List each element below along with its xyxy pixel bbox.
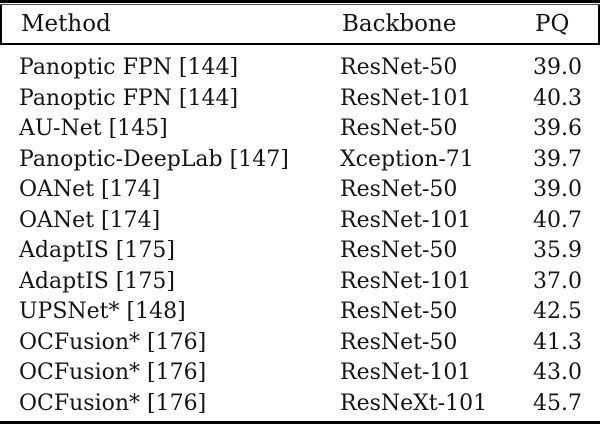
backbone-cell: ResNet-50	[340, 177, 458, 203]
pq-cell: 35.9	[533, 238, 582, 264]
backbone-cell: ResNet-101	[340, 207, 472, 233]
backbone-cell: ResNet-50	[340, 238, 458, 264]
pq-cell: 39.6	[533, 116, 582, 142]
backbone-cell: ResNet-50	[340, 299, 458, 325]
table-row: OCFusion* [176] ResNet-101 43.0	[0, 358, 600, 388]
column-header-pq: PQ	[535, 11, 570, 37]
backbone-cell: ResNet-50	[340, 55, 458, 81]
backbone-cell: Xception-71	[340, 146, 474, 172]
backbone-cell: ResNeXt-101	[340, 390, 488, 416]
pq-cell: 39.0	[533, 55, 582, 81]
table-row: AU-Net [145] ResNet-50 39.6	[0, 114, 600, 144]
table-row: AdaptIS [175] ResNet-101 37.0	[0, 267, 600, 297]
method-cell: OCFusion* [176]	[19, 360, 207, 386]
pq-cell: 39.0	[533, 177, 582, 203]
table-top-rule-thick	[0, 0, 600, 3]
pq-cell: 45.7	[533, 390, 582, 416]
table-header-separator-rule	[0, 43, 600, 45]
table-top-rule-thin	[0, 4, 600, 5]
table-bottom-rule	[0, 421, 600, 424]
method-cell: OCFusion* [176]	[19, 390, 207, 416]
backbone-cell: ResNet-101	[340, 85, 472, 111]
pq-cell: 39.7	[533, 146, 582, 172]
table-row: AdaptIS [175] ResNet-50 35.9	[0, 236, 600, 266]
table-row: OCFusion* [176] ResNet-50 41.3	[0, 328, 600, 358]
table-row: Panoptic FPN [144] ResNet-101 40.3	[0, 84, 600, 114]
method-cell: OCFusion* [176]	[19, 329, 207, 355]
table-row: OANet [174] ResNet-101 40.7	[0, 206, 600, 236]
backbone-cell: ResNet-50	[340, 329, 458, 355]
table-row: Panoptic FPN [144] ResNet-50 39.0	[0, 53, 600, 83]
table-row: UPSNet* [148] ResNet-50 42.5	[0, 297, 600, 327]
column-header-backbone: Backbone	[342, 11, 457, 37]
method-cell: AdaptIS [175]	[19, 268, 175, 294]
pq-cell: 40.7	[533, 207, 582, 233]
method-cell: UPSNet* [148]	[19, 299, 186, 325]
pq-cell: 43.0	[533, 360, 582, 386]
backbone-cell: ResNet-101	[340, 268, 472, 294]
method-cell: Panoptic FPN [144]	[19, 55, 239, 81]
table-header-row: Method Backbone PQ	[0, 5, 600, 43]
method-cell: AU-Net [145]	[19, 116, 168, 142]
table-row: OANet [174] ResNet-50 39.0	[0, 175, 600, 205]
pq-cell: 37.0	[533, 268, 582, 294]
backbone-cell: ResNet-50	[340, 116, 458, 142]
method-cell: AdaptIS [175]	[19, 238, 175, 264]
table-row: OCFusion* [176] ResNeXt-101 45.7	[0, 389, 600, 419]
pq-cell: 41.3	[533, 329, 582, 355]
method-cell: OANet [174]	[19, 207, 161, 233]
method-cell: OANet [174]	[19, 177, 161, 203]
table-body: Panoptic FPN [144] ResNet-50 39.0 Panopt…	[0, 53, 600, 419]
pq-cell: 42.5	[533, 299, 582, 325]
method-cell: Panoptic-DeepLab [147]	[19, 146, 289, 172]
table-row: Panoptic-DeepLab [147] Xception-71 39.7	[0, 145, 600, 175]
column-header-method: Method	[21, 11, 111, 37]
pq-cell: 40.3	[533, 85, 582, 111]
backbone-cell: ResNet-101	[340, 360, 472, 386]
method-cell: Panoptic FPN [144]	[19, 85, 239, 111]
